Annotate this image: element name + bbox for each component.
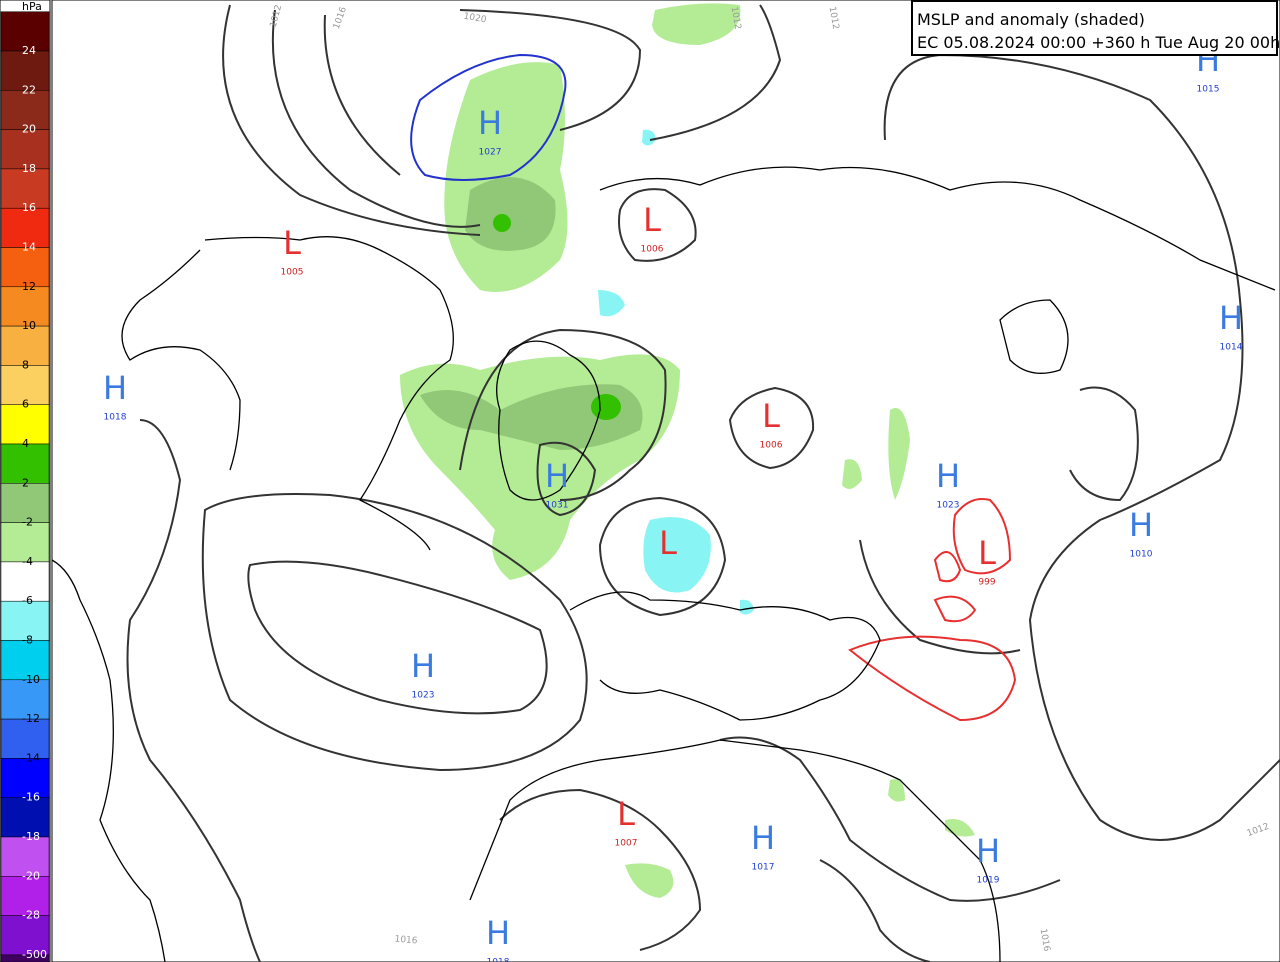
title-frame bbox=[911, 0, 1278, 56]
color-swatch bbox=[0, 443, 50, 484]
color-swatch bbox=[0, 836, 50, 877]
center-pressure: 1014 bbox=[1220, 343, 1243, 353]
legend-label: 20 bbox=[22, 123, 36, 136]
legend-label: 6 bbox=[22, 398, 29, 411]
center-pressure: 1031 bbox=[546, 501, 569, 511]
center-letter: L bbox=[643, 201, 661, 239]
isobar-label: 1016 bbox=[1038, 928, 1052, 953]
color-swatch bbox=[0, 483, 50, 523]
legend-label: 2 bbox=[22, 476, 29, 489]
isobars bbox=[126, 4, 1280, 962]
center-letter: H bbox=[751, 819, 775, 857]
center-letter: L bbox=[762, 397, 780, 435]
pressure-centers: H 1027 L 1005 L 1006 H 1015 H 1014 H 1018 L 1006 H 1031… bbox=[103, 41, 1243, 962]
center-pressure: 1019 bbox=[977, 876, 1000, 886]
legend-unit: hPa bbox=[22, 0, 42, 13]
color-swatch bbox=[0, 758, 50, 798]
legend-label: 14 bbox=[22, 241, 36, 254]
center-letter: H bbox=[103, 369, 127, 407]
color-swatch bbox=[0, 718, 50, 759]
legend-label: -6 bbox=[22, 594, 33, 607]
center-letter: H bbox=[976, 832, 1000, 870]
color-swatch bbox=[0, 522, 50, 563]
title-box: MSLP and anomaly (shaded) EC 05.08.2024 … bbox=[911, 0, 1280, 56]
center-pressure: 1015 bbox=[1197, 85, 1220, 95]
center-letter: H bbox=[1219, 299, 1243, 337]
legend-label: -8 bbox=[22, 634, 33, 647]
legend-label: 8 bbox=[22, 358, 29, 371]
color-swatch bbox=[0, 679, 50, 720]
center-pressure: 1023 bbox=[937, 501, 960, 511]
center-pressure: 999 bbox=[978, 578, 995, 588]
center-pressure: 1006 bbox=[641, 245, 664, 255]
isobar-label: 1020 bbox=[463, 12, 488, 26]
legend-label: -14 bbox=[22, 751, 40, 764]
legend-label: 10 bbox=[22, 319, 36, 332]
center-letter: H bbox=[478, 104, 502, 142]
legend-label: -28 bbox=[22, 909, 40, 922]
color-swatch bbox=[0, 365, 50, 405]
anomaly-shading bbox=[400, 3, 975, 898]
title: MSLP and anomaly (shaded) bbox=[917, 10, 1145, 29]
color-swatch bbox=[0, 325, 50, 366]
center-letter: H bbox=[545, 457, 569, 495]
color-swatch bbox=[0, 50, 50, 91]
center-pressure: 1006 bbox=[760, 441, 783, 451]
legend-label: 16 bbox=[22, 201, 36, 214]
colorbar: hPa 24 22 20 18 16 14 12 10 8 6 4 2 -2 -4 -6 -8 -10 -12 -14… bbox=[0, 0, 51, 962]
legend-label: 22 bbox=[22, 83, 36, 96]
center-letter: L bbox=[978, 534, 996, 572]
center-pressure: 1023 bbox=[412, 691, 435, 701]
center-letter: L bbox=[659, 524, 677, 562]
color-swatch bbox=[0, 600, 50, 641]
center-letter: H bbox=[936, 457, 960, 495]
isobar-label: 1016 bbox=[394, 935, 418, 947]
map bbox=[51, 0, 1280, 962]
center-pressure: 1005 bbox=[281, 268, 304, 278]
color-swatch bbox=[0, 404, 50, 445]
center-letter: L bbox=[617, 795, 635, 833]
center-pressure: 1017 bbox=[752, 863, 775, 873]
center-pressure: 1027 bbox=[479, 148, 502, 158]
color-swatch bbox=[0, 168, 50, 209]
color-swatch bbox=[0, 797, 50, 838]
color-swatch bbox=[0, 129, 50, 170]
center-letter: L bbox=[283, 224, 301, 262]
legend-label: 18 bbox=[22, 162, 36, 175]
center-pressure: 1010 bbox=[1130, 550, 1153, 560]
legend-label: -2 bbox=[22, 516, 33, 529]
legend-label: -20 bbox=[22, 869, 40, 882]
legend-label: -18 bbox=[22, 830, 40, 843]
coastlines bbox=[51, 166, 1276, 962]
center-letter: H bbox=[1129, 506, 1153, 544]
color-swatch bbox=[0, 90, 50, 130]
subtitle: EC 05.08.2024 00:00 +360 h Tue Aug 20 00… bbox=[917, 33, 1280, 52]
legend-label: 12 bbox=[22, 280, 36, 293]
legend-label: -12 bbox=[22, 712, 40, 725]
legend-label: 24 bbox=[22, 44, 36, 57]
center-letter: H bbox=[486, 914, 510, 952]
center-pressure: 1018 bbox=[487, 958, 510, 962]
legend-label: 4 bbox=[22, 437, 29, 450]
color-swatch bbox=[0, 915, 50, 956]
center-pressure: 1018 bbox=[104, 413, 127, 423]
center-letter: H bbox=[411, 647, 435, 685]
legend-label: -500 bbox=[22, 948, 47, 961]
legend-label: -4 bbox=[22, 555, 33, 568]
map-frame bbox=[51, 0, 1280, 962]
color-swatch bbox=[0, 207, 50, 248]
low-contours bbox=[848, 498, 1017, 722]
legend-label: -16 bbox=[22, 791, 40, 804]
color-swatch bbox=[0, 954, 50, 962]
center-pressure: 1007 bbox=[615, 839, 638, 849]
isobar-label: 1012 bbox=[729, 6, 743, 30]
high-contour bbox=[410, 53, 567, 181]
isobar-label: 1012 bbox=[827, 6, 841, 30]
color-swatch bbox=[0, 11, 50, 52]
legend-label: -10 bbox=[22, 673, 40, 686]
